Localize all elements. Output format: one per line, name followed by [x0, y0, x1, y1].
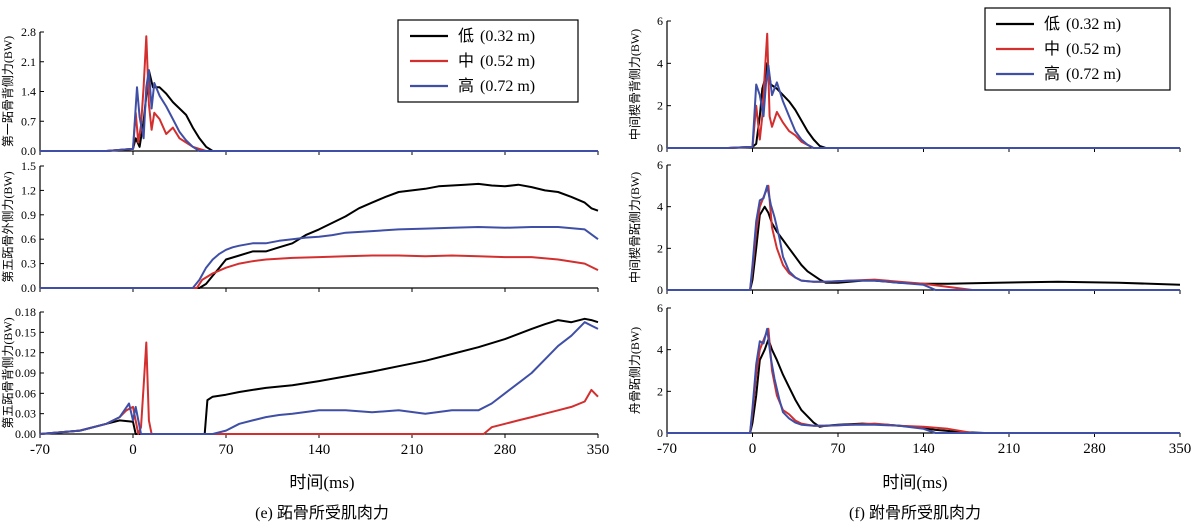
y-tick-label: 4 — [657, 200, 663, 214]
y-tick-label: 0.0 — [21, 144, 36, 158]
y-tick-label: 2 — [657, 99, 663, 113]
series-line-f2-高 — [667, 184, 1180, 291]
legend-right: 低 (0.32 m) 中 (0.52 m) 高 (0.72 m) — [984, 7, 1171, 91]
y-tick-label: 4 — [657, 56, 663, 70]
y-tick-label: 1.4 — [21, 85, 36, 99]
legend-label-mid: 中 — [1044, 40, 1060, 58]
y-tick-label: 0.06 — [15, 386, 36, 400]
series-line-f2-低 — [667, 205, 1181, 291]
y-axis-label: 第五跖骨外侧力(BW) — [1, 171, 15, 282]
x-tick-label: 210 — [401, 442, 424, 458]
y-tick-label: 0.3 — [21, 257, 36, 271]
legend-label-high: 高 — [458, 77, 474, 95]
y-axis-label: 中间楔骨背侧力(BW) — [627, 29, 642, 140]
series-line-f3-中 — [667, 327, 1180, 434]
series-line-f1-低 — [667, 62, 1180, 149]
series-line-f3-低 — [667, 338, 1180, 434]
legend-sub-low: (0.32 m) — [480, 28, 535, 45]
y-tick-label: 0.03 — [15, 407, 36, 421]
x-tick-label: -70 — [657, 441, 677, 457]
y-tick-label: 2.8 — [21, 25, 36, 39]
x-tick-label: -70 — [30, 442, 50, 458]
tick-layer: 0.0 0.7 1.4 2.1 2.8 第一跖骨背侧力(BW) 0.0 0.3 0.6 0.9 1.… — [1, 14, 1191, 458]
y-tick-label: 0.6 — [21, 232, 36, 246]
legend-label-low: 低 — [458, 27, 474, 45]
x-tick-label: 70 — [219, 442, 234, 458]
legend-label-low: 低 — [1044, 15, 1060, 33]
y-axis-label: 第五跖骨背侧力(BW) — [1, 317, 15, 428]
y-tick-label: 2 — [657, 241, 663, 255]
y-tick-label: 1.2 — [21, 183, 36, 197]
x-tick-label: 350 — [587, 442, 610, 458]
y-tick-label: 0.12 — [15, 346, 36, 360]
y-tick-label: 0.18 — [15, 305, 36, 319]
y-tick-label: 6 — [657, 158, 663, 172]
series-line-f1-中 — [667, 32, 1180, 149]
y-tick-label: 4 — [657, 343, 663, 357]
series-line-e5l-低 — [40, 182, 599, 289]
y-tick-label: 6 — [657, 14, 663, 28]
y-axis-label: 第一跖骨背侧力(BW) — [1, 36, 15, 147]
legend-sub-low: (0.32 m) — [1066, 16, 1121, 33]
y-tick-label: 0.9 — [21, 208, 36, 222]
legend-sub-mid: (0.52 m) — [1066, 41, 1121, 58]
x-tick-label: 280 — [494, 442, 517, 458]
x-axis-label-right: 时间(ms) — [882, 473, 947, 492]
series-line-e5d-高 — [39, 321, 599, 435]
legend-sub-high: (0.72 m) — [480, 78, 535, 95]
legend-sub-high: (0.72 m) — [1066, 66, 1121, 83]
series-line-e5d-低 — [39, 317, 599, 435]
y-tick-label: 0 — [657, 141, 663, 155]
series-line-e1-低 — [40, 69, 598, 152]
x-tick-label: 0 — [129, 442, 137, 458]
x-tick-label: 350 — [1169, 441, 1192, 457]
series-line-f3-高 — [667, 327, 1180, 434]
y-axis-label: 中间楔骨跖侧力(BW) — [627, 172, 642, 283]
legend-left: 低 (0.32 m) 中 (0.52 m) 高 (0.72 m) — [397, 19, 579, 103]
caption-left: (e) 跖骨所受肌肉力 — [255, 504, 389, 522]
x-tick-label: 280 — [1083, 441, 1106, 457]
y-tick-label: 0 — [657, 283, 663, 297]
series-layer — [39, 32, 1181, 435]
y-tick-label: 0.7 — [21, 114, 36, 128]
y-tick-label: 0.0 — [21, 281, 36, 295]
y-tick-label: 1.5 — [21, 159, 36, 173]
y-tick-label: 0.00 — [15, 427, 36, 441]
x-axis-label-left: 时间(ms) — [289, 473, 354, 492]
x-tick-label: 140 — [308, 442, 331, 458]
y-tick-label: 6 — [657, 301, 663, 315]
x-tick-label: 140 — [912, 441, 935, 457]
series-line-e5l-中 — [40, 254, 599, 289]
y-tick-label: 2 — [657, 384, 663, 398]
x-tick-label: 210 — [998, 441, 1021, 457]
y-tick-label: 2.1 — [21, 55, 36, 69]
y-tick-label: 0 — [657, 426, 663, 440]
legend-label-high: 高 — [1044, 65, 1060, 83]
legend-label-mid: 中 — [458, 52, 474, 70]
y-tick-label: 0.15 — [15, 325, 36, 339]
y-tick-label: 0.09 — [15, 366, 36, 380]
series-line-f1-高 — [667, 64, 1180, 149]
x-tick-label: 0 — [749, 441, 757, 457]
series-line-e1-高 — [40, 69, 598, 152]
y-axis-label: 舟骨跖侧力(BW) — [628, 327, 642, 414]
x-tick-label: 70 — [831, 441, 846, 457]
series-line-f2-中 — [667, 184, 1180, 291]
legend-sub-mid: (0.52 m) — [480, 53, 535, 70]
series-line-e5l-高 — [40, 226, 599, 289]
caption-right: (f) 跗骨所受肌肉力 — [849, 504, 981, 522]
